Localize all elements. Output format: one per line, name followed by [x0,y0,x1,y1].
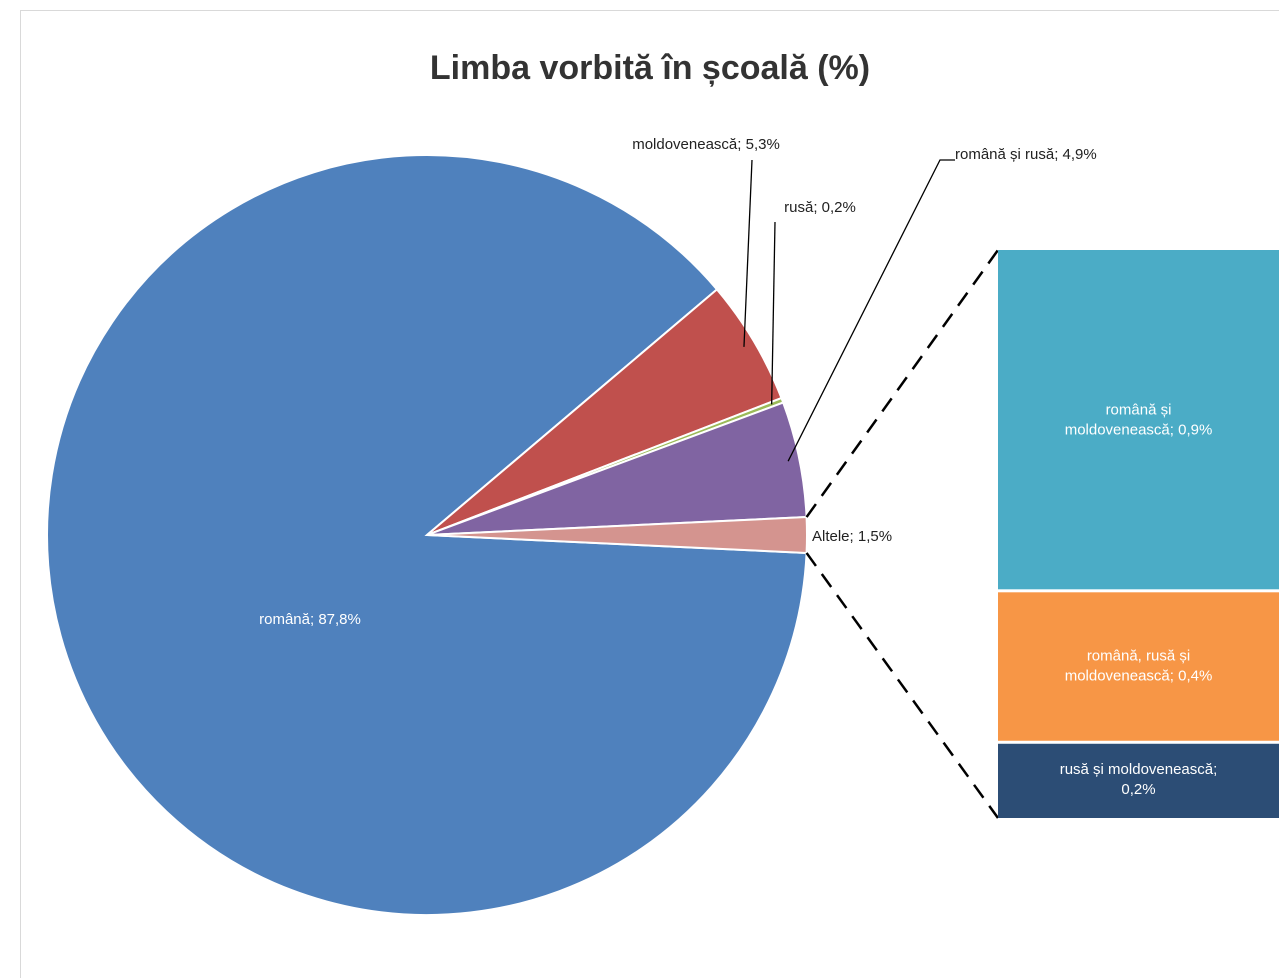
leader-line [743,159,753,347]
data-label: română; 87,8% [259,611,361,628]
leader-line [771,221,776,405]
data-label: rusă; 0,2% [784,199,856,216]
bar-segment [998,592,1279,741]
bar-segment [998,250,1279,590]
pie-slice [426,515,809,555]
chart-frame [20,10,1279,978]
data-label: rusă și moldovenească; 0,2% [1060,761,1218,798]
leader-line [787,159,955,462]
data-label: Altele; 1,5% [812,528,892,545]
pie-slice [46,154,808,916]
chart-title: Limba vorbită în școală (%) [430,49,870,87]
data-label: română și moldovenească; 0,9% [1065,401,1213,438]
data-label: română și rusă; 4,9% [955,146,1097,163]
data-label: moldovenească; 5,3% [632,136,780,153]
bar-segment [998,743,1279,818]
data-label: română, rusă și moldovenească; 0,4% [1065,648,1213,685]
connector-line [805,249,1000,518]
connector-line [805,552,1000,819]
